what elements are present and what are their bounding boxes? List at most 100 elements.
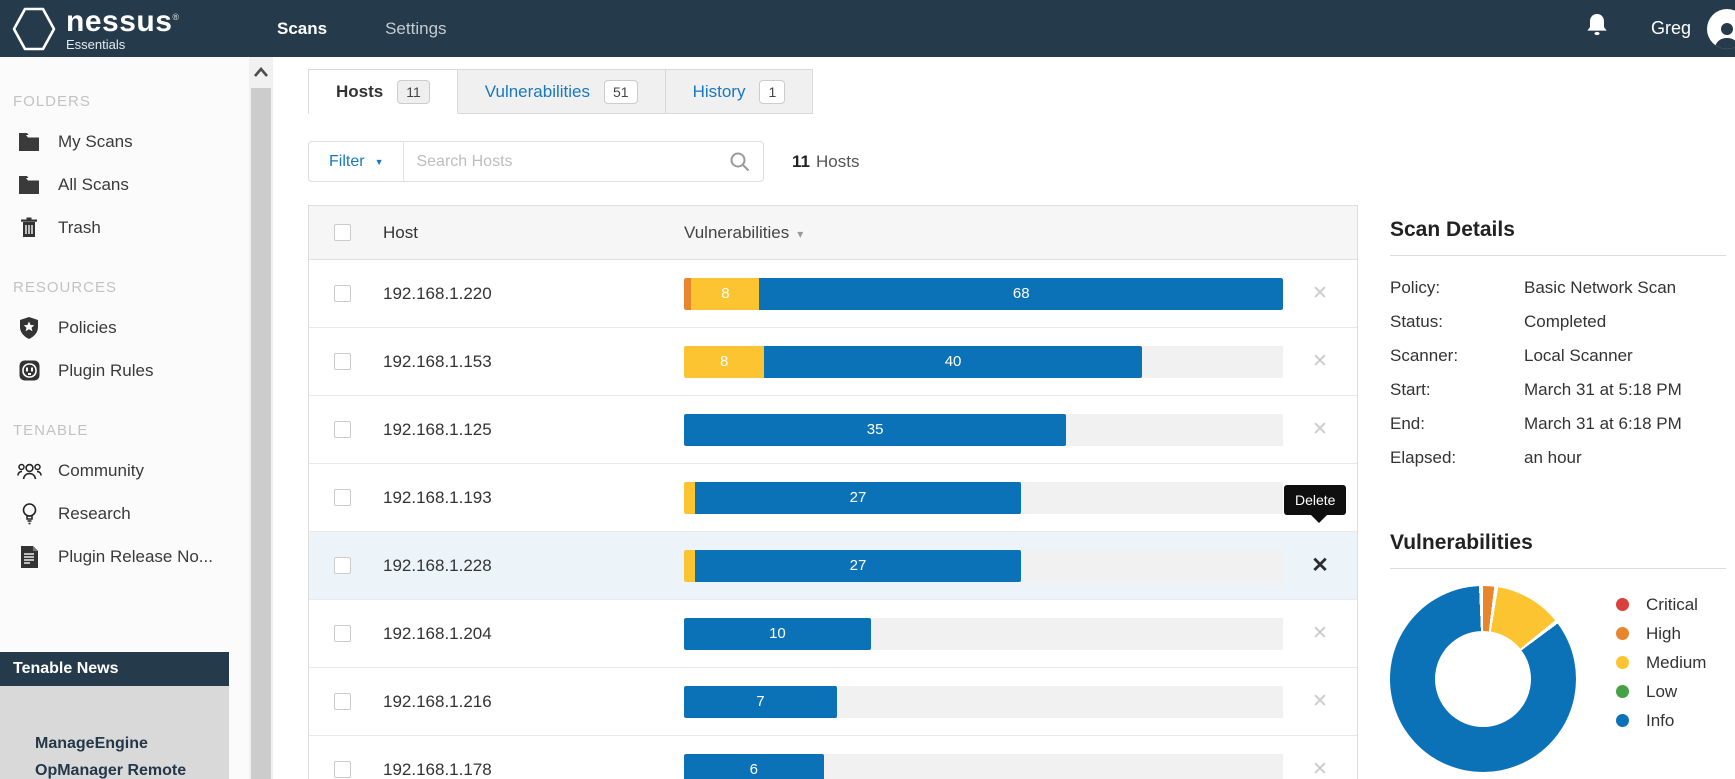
notifications-bell-icon[interactable] xyxy=(1585,13,1609,44)
delete-host-button[interactable]: ✕ xyxy=(1312,283,1328,304)
table-row[interactable]: 192.168.1.216 7 ✕ xyxy=(309,668,1357,736)
table-row[interactable]: 192.168.1.228 27 ✕ xyxy=(309,532,1357,600)
topnav-item-scans[interactable]: Scans xyxy=(277,18,328,38)
host-ip: 192.168.1.204 xyxy=(383,623,492,643)
vulnerabilities-chart-title: Vulnerabilities xyxy=(1390,531,1726,569)
table-row[interactable]: 192.168.1.153 8 40 ✕ xyxy=(309,328,1357,396)
sidebar-item-community[interactable]: Community xyxy=(0,449,249,492)
delete-cell: ✕ xyxy=(1283,622,1357,645)
vulnerability-bar-cell: 10 xyxy=(684,617,1283,650)
sidebar-item-all-scans[interactable]: All Scans xyxy=(0,163,249,206)
legend-item-info: Info xyxy=(1616,706,1706,735)
column-header-host[interactable]: Host xyxy=(383,222,418,242)
filter-search-control: Filter ▼ xyxy=(308,141,764,182)
severity-segment-info: 68 xyxy=(759,277,1283,310)
row-checkbox-cell xyxy=(309,421,383,438)
severity-segment-info: 7 xyxy=(684,685,837,718)
vulnerability-bar-cell: 7 xyxy=(684,685,1283,718)
chart-legend: Critical High Medium Low Info xyxy=(1616,590,1706,772)
row-checkbox[interactable] xyxy=(334,693,351,710)
row-checkbox[interactable] xyxy=(334,353,351,370)
section-gap xyxy=(0,249,249,279)
row-checkbox[interactable] xyxy=(334,761,351,778)
sidebar-item-label: Plugin Release No... xyxy=(58,546,213,566)
delete-host-button[interactable]: ✕ xyxy=(1312,419,1328,440)
legend-item-critical: Critical xyxy=(1616,590,1706,619)
row-checkbox[interactable] xyxy=(334,285,351,302)
vulnerability-bar-track: 8 68 xyxy=(684,277,1283,310)
severity-segment-info: 6 xyxy=(684,753,824,779)
delete-host-button[interactable]: ✕ xyxy=(1312,623,1328,644)
sidebar-item-plugin-rules[interactable]: Plugin Rules xyxy=(0,349,249,392)
scan-details-panel: Scan Details Policy: Basic Network Scan St… xyxy=(1390,218,1726,772)
scroll-up-button[interactable] xyxy=(249,57,273,87)
tenable-news-header: Tenable News xyxy=(0,652,229,686)
detail-field-status: Status: Completed xyxy=(1390,305,1726,339)
row-checkbox-cell xyxy=(309,693,383,710)
vulnerability-bar: 10 xyxy=(684,617,871,650)
sidebar-item-my-scans[interactable]: My Scans xyxy=(0,120,249,163)
host-ip: 192.168.1.220 xyxy=(383,283,492,303)
tab-label: History xyxy=(692,81,746,101)
vulnerability-bar: 35 xyxy=(684,413,1067,446)
sidebar-item-research[interactable]: Research xyxy=(0,492,249,535)
delete-host-button[interactable]: ✕ xyxy=(1311,554,1329,577)
vulnerability-bar: 8 68 xyxy=(684,277,1283,310)
delete-host-button[interactable]: ✕ xyxy=(1312,351,1328,372)
sidebar-item-trash[interactable]: Trash xyxy=(0,206,249,249)
vulnerability-bar-track: 8 40 xyxy=(684,345,1283,378)
filter-button[interactable]: Filter ▼ xyxy=(309,142,405,181)
main-content: Hosts 11 Vulnerabilities 51 History 1 Filter … xyxy=(273,57,1735,779)
row-checkbox-cell xyxy=(309,353,383,370)
detail-field-start: Start: March 31 at 5:18 PM xyxy=(1390,373,1726,407)
vulnerability-bar-track: 27 xyxy=(684,481,1283,514)
scrollbar-thumb[interactable] xyxy=(251,88,271,779)
sidebar-item-plugin-release-no[interactable]: Plugin Release No... xyxy=(0,535,249,578)
nessus-logo[interactable]: nessus® Essentials xyxy=(12,6,180,52)
legend-item-medium: Medium xyxy=(1616,648,1706,677)
column-header-vulnerabilities[interactable]: Vulnerabilities ▾ xyxy=(684,222,804,242)
detail-value: Basic Network Scan xyxy=(1524,278,1677,297)
sidebar-scrollbar[interactable] xyxy=(249,57,273,779)
tab-history[interactable]: History 1 xyxy=(665,69,814,114)
delete-host-button[interactable]: ✕ xyxy=(1312,759,1328,779)
severity-segment-info: 10 xyxy=(684,617,871,650)
table-row[interactable]: 192.168.1.204 10 ✕ xyxy=(309,600,1357,668)
row-checkbox[interactable] xyxy=(334,557,351,574)
table-row[interactable]: 192.168.1.220 8 68 ✕ xyxy=(309,260,1357,328)
table-row[interactable]: 192.168.1.125 35 ✕ xyxy=(309,396,1357,464)
detail-label: Elapsed: xyxy=(1390,448,1457,467)
vulnerability-bar-track: 6 xyxy=(684,753,1283,779)
tab-hosts[interactable]: Hosts 11 xyxy=(308,69,458,114)
delete-cell: ✕ xyxy=(1283,758,1357,779)
topnav-item-settings[interactable]: Settings xyxy=(385,18,447,38)
row-checkbox[interactable] xyxy=(334,489,351,506)
vulnerability-bar: 6 xyxy=(684,753,824,779)
trademark: ® xyxy=(172,11,180,22)
tab-vulnerabilities[interactable]: Vulnerabilities 51 xyxy=(457,69,666,114)
vulnerability-bar: 8 40 xyxy=(684,345,1142,378)
user-avatar[interactable] xyxy=(1707,8,1735,49)
row-checkbox[interactable] xyxy=(334,625,351,642)
search-hosts-input[interactable] xyxy=(404,152,729,171)
table-row[interactable]: 192.168.1.178 6 ✕ xyxy=(309,736,1357,779)
sidebar-item-policies[interactable]: Policies xyxy=(0,306,249,349)
vulnerability-bar-track: 35 xyxy=(684,413,1283,446)
select-all-checkbox[interactable] xyxy=(334,224,351,241)
detail-label: Status: xyxy=(1390,312,1443,331)
news-headline-link[interactable]: ManageEngine OpManager Remote xyxy=(35,735,187,779)
delete-host-button[interactable]: ✕ xyxy=(1312,691,1328,712)
row-checkbox[interactable] xyxy=(334,421,351,438)
vulnerabilities-donut-chart[interactable] xyxy=(1390,586,1576,772)
severity-segment-info: 40 xyxy=(764,345,1142,378)
search-icon[interactable] xyxy=(729,151,751,173)
legend-label: Medium xyxy=(1646,652,1707,672)
legend-dot-info xyxy=(1616,714,1629,727)
sidebar-item-label: Trash xyxy=(58,217,101,237)
top-nav: Scans Settings xyxy=(248,0,476,57)
user-name[interactable]: Greg xyxy=(1650,18,1691,38)
detail-value: Local Scanner xyxy=(1524,346,1633,365)
detail-field-policy: Policy: Basic Network Scan xyxy=(1390,271,1726,305)
